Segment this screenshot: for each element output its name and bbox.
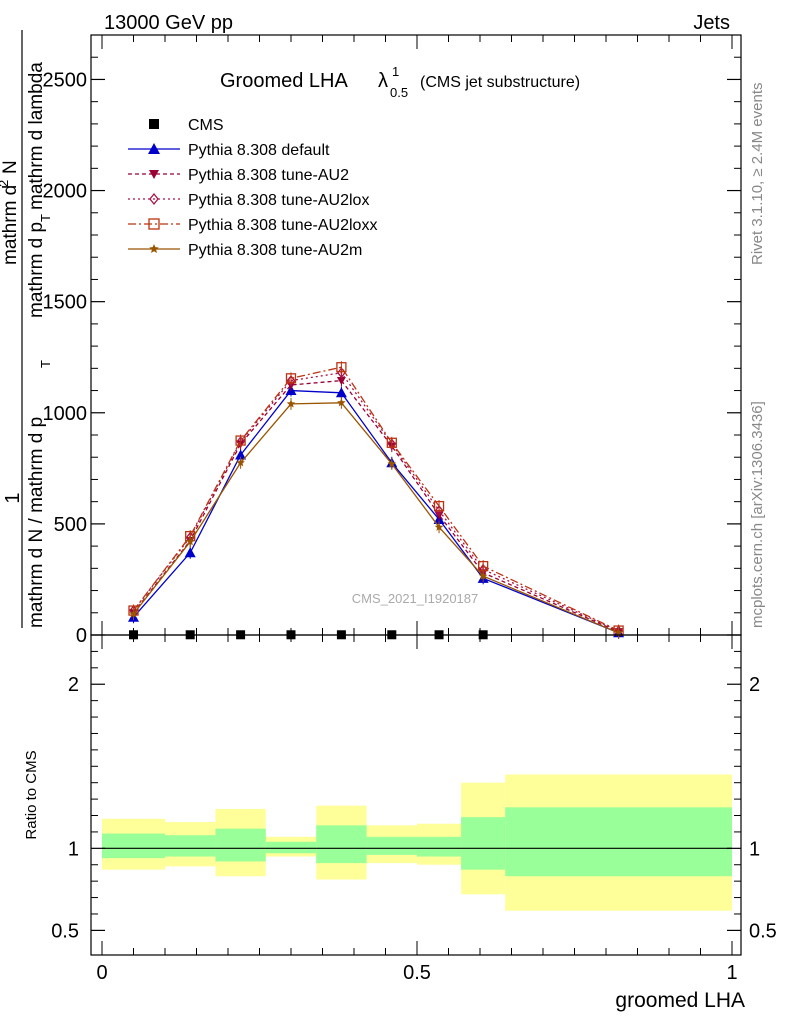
main-y-tick-label: 1000 [43,403,88,425]
ylabel-right-num2: N [0,160,21,174]
legend-label: Pythia 8.308 tune-AU2lox [188,192,369,209]
watermark: CMS_2021_I1920187 [352,591,479,606]
ratio-y-tick-label-right: 0.5 [749,920,777,942]
legend-entry: Pythia 8.308 tune-AU2loxx [128,217,377,234]
legend-entry: Pythia 8.308 tune-AU2 [128,167,349,184]
title-sub: 0.5 [390,85,408,100]
series-5 [129,396,623,639]
legend-marker [149,170,159,179]
ratio-band-inner [366,836,417,855]
title-sup: 1 [392,64,399,79]
ylabel-right-den2: mathrm d lambda [26,62,47,210]
ratio-y-tick-label: 1 [68,838,79,860]
x-tick-label: 1 [726,962,737,984]
title-lambda: λ [378,70,388,92]
ratio-band-inner [165,835,216,857]
header-left: 13000 GeV pp [104,12,233,34]
ratio-y-tick-label-right: 1 [749,838,760,860]
plot-title: Groomed LHA λ 1 0.5 (CMS jet substructur… [220,64,580,100]
ratio-y-tick-label: 0.5 [51,920,79,942]
title-note: (CMS jet substructure) [420,74,580,91]
x-tick-label: 0.5 [403,962,431,984]
ylabel-denominator-sub: T [38,360,53,368]
main-y-ticks: 0 500 1000 1500 2000 2500 [43,35,741,647]
legend-entry: CMS [149,117,224,134]
legend-marker [148,218,160,230]
ratio-band-inner [316,825,367,864]
legend-entry: Pythia 8.308 default [128,142,330,159]
ylabel-right-den: mathrm d p [26,222,47,318]
ylabel-denominator: mathrm d N / mathrm d p [26,417,47,628]
legend-label: Pythia 8.308 tune-AU2 [188,167,349,184]
x-axis-label: groomed LHA [615,989,745,1012]
x-tick-label: 0 [96,962,107,984]
title-main: Groomed LHA [220,70,348,92]
header-right: Jets [693,12,730,34]
series-line [132,366,619,632]
ratio-plot: 0.5 0.51 12 2 0 0.5 1 Ratio to CMS groomed LH… [23,634,777,1012]
ratio-x-ticks: 0 0.5 1 [96,635,738,984]
main-y-label: 1 mathrm d N / mathrm d p T mathrm d 2 N… [0,30,53,628]
legend-marker [148,143,160,154]
ratio-y-ticks: 0.5 0.5 1 1 2 2 [51,650,777,942]
main-y-tick-label: 0 [76,625,87,647]
main-series-group [128,361,625,640]
legend-marker [149,119,159,129]
main-plot: 0 500 1000 1500 2000 2500 CMS_2021_I1920187 G… [0,30,742,647]
ratio-y-tick-label-right: 2 [749,674,760,696]
legend-label: CMS [188,117,224,134]
main-y-tick-label: 2000 [43,181,88,203]
legend-label: Pythia 8.308 tune-AU2loxx [188,217,377,234]
legend-entry: Pythia 8.308 tune-AU2lox [128,192,369,209]
ratio-bands [102,774,732,911]
legend-entry: Pythia 8.308 tune-AU2m [128,242,362,259]
ylabel-right-den-sub: T [38,214,53,222]
main-y-tick-label: 500 [54,514,87,536]
legend-label: Pythia 8.308 default [188,142,330,159]
ratio-ylabel: Ratio to CMS [23,750,40,839]
main-y-tick-label: 1500 [43,292,88,314]
rivet-note: Rivet 3.1.10, ≥ 2.4M events [749,83,766,266]
ratio-band-inner [102,833,165,859]
legend-label: Pythia 8.308 tune-AU2m [188,242,362,259]
ylabel-numerator: 1 [2,492,24,503]
ratio-band-inner [215,828,266,862]
ratio-band-inner [505,807,732,877]
ratio-band-inner [265,841,317,854]
ratio-y-tick-label: 2 [68,674,79,696]
ylabel-right-num: mathrm d [0,185,21,265]
ratio-plot-frame [90,634,742,956]
mcplots-note: mcplots.cern.ch [arXiv:1306.3436] [749,401,766,628]
ratio-band-inner [417,836,462,857]
ylabel-right-sup: 2 [0,180,11,187]
series-4 [128,361,624,637]
main-y-tick-label: 2500 [43,69,88,91]
legend: CMS Pythia 8.308 default Pythia 8.308 tune… [128,117,377,259]
series-line [132,379,619,633]
legend-marker [149,244,159,254]
ratio-band-inner [461,817,506,870]
legend-marker [149,192,159,206]
